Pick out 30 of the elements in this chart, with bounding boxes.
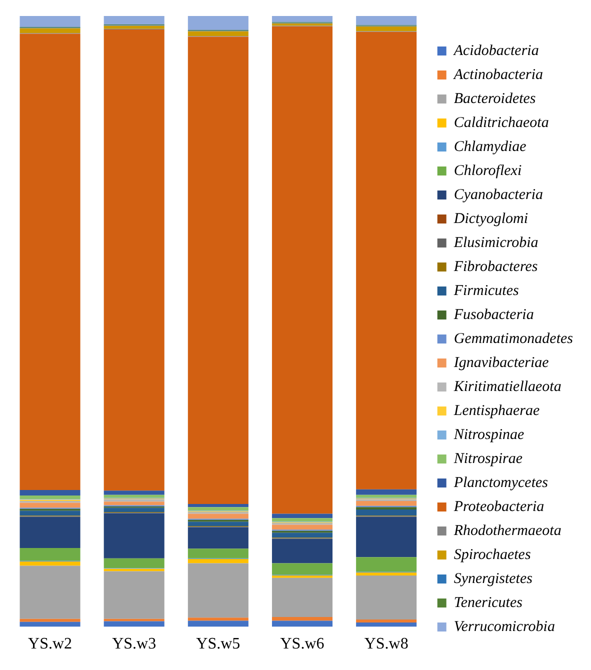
legend-label: Bacteroidetes — [454, 90, 536, 107]
x-tick-label: YS.w3 — [112, 636, 156, 653]
legend-label: Tenericutes — [454, 594, 523, 611]
legend-label: Chlamydiae — [454, 138, 527, 155]
legend-label: Spirochaetes — [454, 546, 531, 563]
legend-label: Ignavibacteriae — [452, 354, 550, 371]
legend-label: Actinobacteria — [452, 66, 544, 83]
legend-label: Chloroflexi — [454, 162, 522, 179]
x-tick-label: YS.w2 — [28, 636, 72, 653]
legend-label: Planctomycetes — [452, 474, 548, 491]
x-tick-label: YS.w5 — [196, 636, 240, 653]
legend-label: Lentisphaerae — [452, 402, 540, 419]
legend-label: Verrucomicrobia — [454, 618, 555, 635]
legend-label: Elusimicrobia — [452, 234, 538, 251]
legend-label: Nitrospirae — [452, 450, 523, 467]
x-tick-label: YS.w8 — [364, 636, 408, 653]
legend-label: Firmicutes — [452, 282, 520, 299]
legend-label: Cyanobacteria — [454, 186, 544, 203]
legend-label: Calditrichaeota — [454, 114, 549, 131]
legend-label: Proteobacteria — [452, 498, 544, 515]
legend-label: Fusobacteria — [452, 306, 534, 323]
x-tick-label: YS.w6 — [280, 636, 324, 653]
legend-label: Nitrospinae — [452, 426, 524, 443]
legend-label: Gemmatimonadetes — [454, 330, 574, 347]
legend-label: Kiritimatiellaeota — [452, 378, 562, 395]
legend-label: Rhodothermaeota — [452, 522, 562, 539]
legend-label: Fibrobacteres — [452, 258, 538, 275]
legend-label: Dictyoglomi — [452, 210, 528, 227]
legend-label: Acidobacteria — [452, 42, 539, 59]
legend-label: Synergistetes — [454, 570, 533, 587]
